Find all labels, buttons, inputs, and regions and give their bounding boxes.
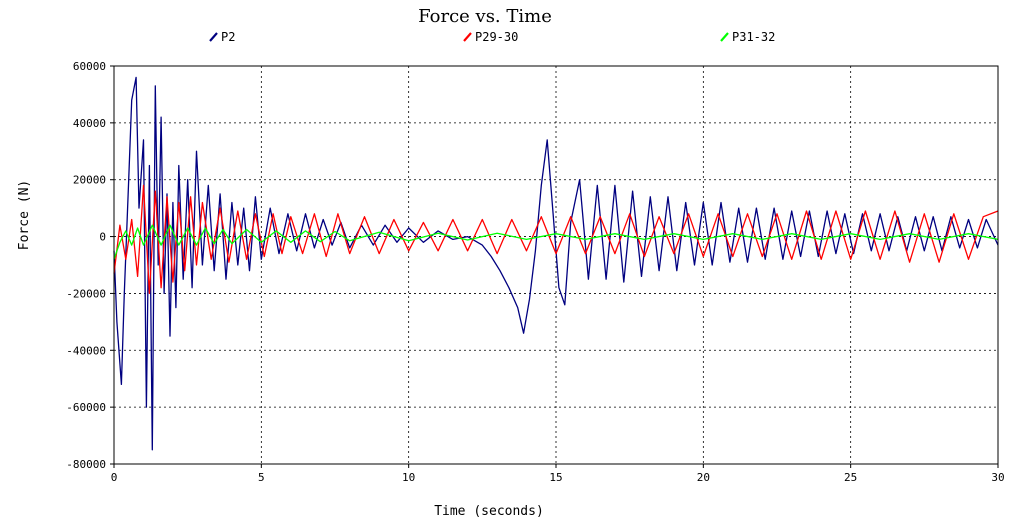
x-axis-ticks: 0 5 10 15 20 25 30 — [111, 464, 1005, 484]
chart-title: Force vs. Time — [418, 6, 552, 27]
x-tick-label: 15 — [549, 471, 562, 484]
plot-frame — [113, 65, 999, 465]
y-tick-label: -20000 — [66, 287, 106, 300]
x-tick-label: 25 — [844, 471, 857, 484]
series-line-p29-30 — [113, 184, 999, 295]
x-tick-label: 0 — [111, 471, 118, 484]
y-axis-label: Force (N) — [17, 180, 32, 250]
series-layer — [113, 76, 999, 451]
series-line-p31-32 — [113, 224, 999, 260]
x-tick-label: 30 — [991, 471, 1004, 484]
x-axis-label: Time (seconds) — [434, 504, 544, 519]
legend-swatch — [209, 32, 218, 42]
y-tick-label: 40000 — [73, 117, 106, 130]
x-tick-label: 10 — [402, 471, 415, 484]
legend: P2 P29-30 P31-32 — [209, 30, 775, 44]
series-line-p2 — [113, 76, 999, 451]
y-tick-label: -40000 — [66, 344, 106, 357]
legend-label: P29-30 — [475, 30, 518, 44]
x-tick-label: 20 — [697, 471, 710, 484]
y-tick-label: 0 — [99, 231, 106, 244]
y-tick-label: 60000 — [73, 60, 106, 73]
y-tick-label: -80000 — [66, 458, 106, 471]
legend-label: P2 — [221, 30, 235, 44]
x-tick-label: 5 — [258, 471, 265, 484]
y-tick-label: -60000 — [66, 401, 106, 414]
y-tick-label: 20000 — [73, 174, 106, 187]
legend-swatch — [720, 32, 729, 42]
legend-swatch — [463, 32, 472, 42]
grid — [114, 66, 998, 464]
legend-label: P31-32 — [732, 30, 775, 44]
y-axis-ticks: -80000 -60000 -40000 -20000 0 20000 40000 60000 — [66, 60, 114, 471]
